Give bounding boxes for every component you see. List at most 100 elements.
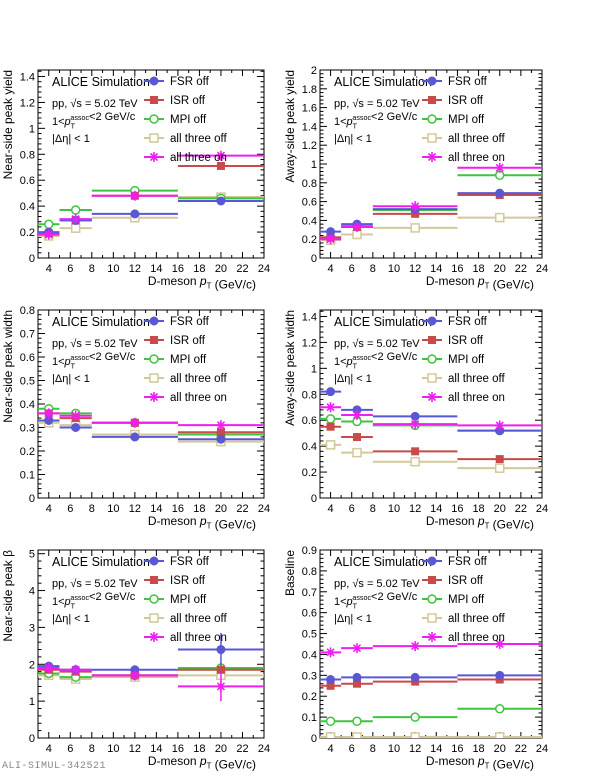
data-point [410, 712, 420, 722]
legend-entry-mpi-off: MPI off [144, 594, 207, 606]
data-point [325, 716, 336, 727]
y-tick-label: 0.2 [20, 227, 35, 239]
annotation-deta: |Δη| < 1 [52, 373, 90, 385]
series-isr-off [320, 422, 542, 464]
data-point [326, 422, 335, 431]
data-point [325, 732, 336, 738]
data-point [130, 209, 140, 219]
x-tick-label: 14 [430, 503, 442, 515]
legend-entry-all-three-on: all three on [422, 392, 505, 404]
x-tick-label: 8 [89, 263, 95, 275]
data-point [71, 423, 81, 432]
legend-marker [149, 613, 159, 623]
annotation-assoc: 1<pTassoc<2 GeV/c [52, 351, 136, 370]
x-tick-label: 14 [150, 743, 162, 755]
legend-label: FSR off [170, 76, 210, 88]
legend-label: MPI off [170, 354, 207, 366]
data-point [495, 188, 505, 198]
x-tick-label: 20 [215, 743, 227, 755]
annotation: ALICE Simulation pp, √s = 5.02 TeV1<pTass… [52, 555, 150, 625]
legend-marker [149, 76, 159, 86]
x-tick-label: 22 [515, 743, 527, 755]
annotation-system: pp, √s = 5.02 TeV [52, 578, 138, 590]
annotation-system: pp, √s = 5.02 TeV [334, 338, 420, 350]
legend-label: all three off [448, 133, 505, 145]
legend-label: all three off [170, 373, 227, 385]
legend-label: all three on [170, 632, 227, 644]
annotation-assoc: 1<pTassoc<2 GeV/c [52, 111, 136, 130]
x-tick-label: 8 [370, 743, 376, 755]
y-tick-label: 0 [29, 493, 35, 505]
y-axis: 0 0.2 0.4 0.6 0.8 1 1.2 1.4 [20, 70, 264, 265]
data-point [216, 196, 226, 206]
data-point [43, 408, 54, 419]
data-point [70, 664, 81, 675]
legend-entry-isr-off: ISR off [422, 575, 484, 587]
data-point [216, 645, 226, 655]
y-tick-label: 0.6 [302, 608, 317, 620]
legend-label: all three on [170, 392, 227, 404]
data-point [70, 205, 81, 215]
x-axis-label: D-meson pT (GeV/c) [426, 514, 534, 532]
x-tick-label: 14 [150, 263, 162, 275]
x-tick-label: 6 [349, 263, 355, 275]
series-all-three-on [320, 162, 542, 245]
legend-label: MPI off [448, 114, 485, 126]
legend-marker [427, 632, 437, 642]
y-tick-label: 0.8 [20, 305, 35, 317]
data-point [215, 420, 226, 431]
series-all-three-on [38, 408, 264, 431]
x-tick-label: 10 [107, 743, 119, 755]
series-all-three-on [38, 150, 264, 240]
data-layer [320, 387, 542, 473]
series-fsr-off [38, 415, 264, 444]
y-axis: 0 0.1 0.2 0.3 0.4 0.5 0.6 0.7 0.8 [20, 305, 264, 505]
legend-label: ISR off [448, 575, 484, 587]
legend-marker [428, 576, 436, 584]
legend-label: all three on [448, 152, 505, 164]
y-tick-label: 2 [29, 659, 35, 671]
x-tick-label: 14 [150, 503, 162, 515]
y-axis-label: Baseline [283, 550, 297, 596]
data-point [130, 432, 140, 442]
legend-marker [427, 316, 437, 326]
x-tick-label: 6 [349, 743, 355, 755]
legend-entry-all-three-off: all three off [144, 133, 227, 145]
y-tick-label: 1.2 [302, 140, 317, 152]
annotation-title: ALICE Simulation [334, 75, 432, 89]
y-tick-label: 0.4 [302, 215, 317, 227]
series-mpi-off [320, 704, 542, 727]
y-tick-label: 5 [29, 549, 35, 561]
y-tick-label: 4 [29, 586, 35, 598]
x-tick-label: 16 [172, 503, 184, 515]
x-axis-label: D-meson pT (GeV/c) [148, 514, 256, 532]
x-tick-label: 12 [129, 503, 141, 515]
legend-entry-all-three-on: all three on [422, 152, 505, 164]
x-tick-label: 8 [370, 503, 376, 515]
legend-marker [149, 373, 159, 383]
y-tick-label: 0.8 [302, 178, 317, 190]
data-layer [38, 632, 264, 702]
legend-entry-isr-off: ISR off [422, 95, 484, 107]
x-tick-label: 20 [494, 263, 506, 275]
legend-entry-isr-off: ISR off [422, 335, 484, 347]
legend-entry-mpi-off: MPI off [422, 594, 485, 606]
x-tick-label: 18 [472, 263, 484, 275]
x-axis-label: D-meson pT (GeV/c) [426, 274, 534, 292]
legend-marker [428, 96, 436, 104]
legend-entry-all-three-on: all three on [144, 632, 227, 644]
annotation-system: pp, √s = 5.02 TeV [52, 98, 138, 110]
y-tick-label: 0 [311, 733, 317, 745]
y-tick-label: 0.6 [302, 415, 317, 427]
x-tick-label: 12 [409, 503, 421, 515]
legend-entry-mpi-off: MPI off [144, 354, 207, 366]
annotation-deta: |Δη| < 1 [52, 613, 90, 625]
x-tick-label: 18 [472, 743, 484, 755]
data-point [410, 201, 421, 212]
legend: FSR off ISR off MPI off all three off all th… [422, 556, 505, 644]
legend-marker [149, 316, 159, 326]
legend-entry-all-three-on: all three on [144, 152, 227, 164]
data-layer [38, 403, 264, 447]
legend-marker [149, 392, 159, 402]
